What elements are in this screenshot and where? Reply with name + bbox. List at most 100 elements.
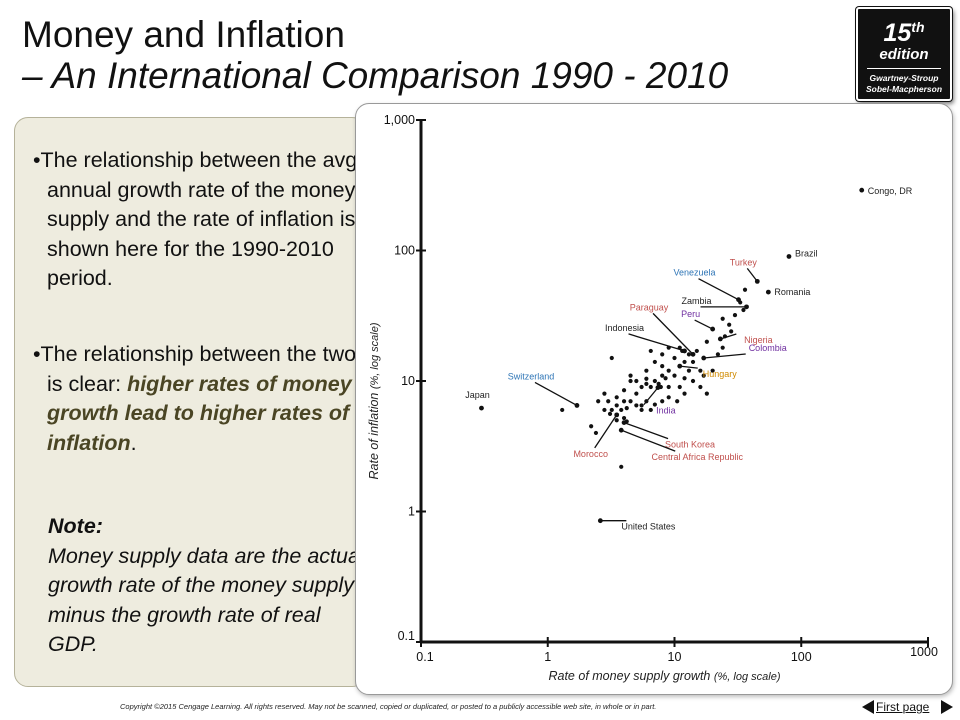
data-point	[644, 381, 649, 387]
data-point	[663, 376, 668, 381]
point-label: Japan	[465, 390, 490, 400]
data-point	[652, 359, 657, 365]
data-point	[652, 402, 657, 407]
data-point	[602, 391, 607, 396]
data-point	[660, 352, 665, 357]
data-point	[614, 403, 619, 408]
data-point	[596, 399, 601, 404]
data-point	[686, 368, 692, 373]
bullet-1-text: The relationship between the avg. annual…	[40, 148, 364, 290]
point-label: India	[656, 406, 676, 416]
data-point-labeled	[754, 278, 760, 284]
data-point	[621, 399, 627, 404]
data-point	[732, 312, 738, 318]
text-panel: •The relationship between the avg. annua…	[14, 117, 366, 687]
bullet-2-text: The relationship between the two is clea…	[40, 342, 357, 396]
data-point	[644, 368, 649, 373]
badge-author-2: Sobel-Macpherson	[865, 84, 943, 94]
note-text: Money supply data are the actual growth …	[48, 543, 365, 657]
leader-line	[703, 353, 746, 359]
scatter-chart: 0.1 1 10 100 1,000 0.1 1 10 100 1000 Rate of money…	[367, 113, 938, 683]
data-point	[628, 378, 633, 384]
badge-divider	[867, 68, 941, 69]
point-label: Turkey	[730, 257, 758, 267]
data-point-labeled	[479, 405, 484, 411]
point-label: Morocco	[573, 449, 608, 459]
data-point	[628, 373, 633, 378]
data-point	[639, 407, 644, 413]
point-label: Colombia	[749, 343, 787, 353]
data-point	[660, 364, 665, 369]
data-point	[666, 384, 671, 390]
bullet-1: •The relationship between the avg. annua…	[33, 148, 364, 290]
data-point	[634, 391, 639, 396]
data-point	[589, 424, 594, 429]
data-point	[639, 384, 644, 390]
edition-badge: 15th edition Gwartney-Stroup Sobel-Macph…	[856, 7, 952, 101]
data-point	[672, 355, 677, 361]
badge-author-1: Gwartney-Stroup	[869, 73, 939, 83]
leader-line	[720, 333, 737, 340]
y-tick-label: 0.1	[398, 629, 415, 643]
data-point	[634, 403, 639, 408]
note-label: Note:	[48, 514, 103, 538]
data-point	[639, 403, 644, 408]
point-label: Hungary	[703, 369, 738, 379]
point-label: South Korea	[665, 440, 715, 450]
data-point	[593, 430, 599, 436]
y-tick-label: 100	[394, 244, 415, 258]
leader-line	[621, 429, 676, 452]
data-point-labeled	[710, 326, 716, 332]
title-line-1: Money and Inflation	[22, 14, 345, 55]
y-tick-label: 1	[408, 505, 415, 519]
data-point	[720, 345, 725, 350]
data-point-labeled	[744, 304, 749, 310]
data-point	[619, 407, 624, 413]
point-label: Congo, DR	[868, 186, 913, 196]
previous-arrow-icon[interactable]	[862, 700, 874, 714]
leader-line	[694, 319, 713, 330]
next-arrow-icon[interactable]	[941, 700, 953, 714]
point-label: Zambia	[682, 296, 712, 306]
data-point-labeled	[621, 420, 627, 425]
bullet-2: •The relationship between the two is cle…	[33, 342, 357, 455]
point-label: Switzerland	[508, 371, 555, 381]
data-point	[677, 384, 682, 390]
data-point	[710, 368, 715, 373]
data-point	[634, 378, 639, 384]
first-page-link[interactable]: First page	[876, 700, 930, 714]
data-point-labeled	[786, 254, 792, 259]
point-label: Venezuela	[674, 268, 716, 278]
data-point	[682, 359, 687, 365]
x-tick-label: 10	[668, 650, 682, 664]
data-point	[698, 368, 703, 373]
data-point	[614, 395, 619, 400]
leader-line	[628, 333, 685, 352]
point-label: Romania	[774, 287, 810, 297]
data-point	[690, 378, 696, 384]
leader-line	[534, 381, 578, 406]
data-point	[656, 381, 661, 387]
data-point	[621, 388, 627, 393]
y-tick-label: 10	[401, 374, 415, 388]
leader-line	[652, 312, 694, 355]
x-tick-label: 1	[544, 650, 551, 664]
leader-line	[698, 278, 739, 301]
data-point	[675, 399, 680, 404]
data-point	[660, 373, 665, 378]
data-point	[609, 407, 614, 413]
note: Note: Money supply data are the actual g…	[48, 512, 366, 660]
edition-number: 15th	[883, 19, 925, 47]
x-tick-label: 0.1	[416, 650, 433, 664]
data-point	[652, 378, 657, 384]
data-point	[666, 368, 671, 373]
data-point	[698, 384, 703, 390]
copyright-notice: Copyright ©2015 Cengage Learning. All ri…	[120, 702, 657, 711]
data-point	[648, 384, 653, 390]
data-point	[614, 418, 619, 423]
point-label: United States	[621, 522, 676, 532]
point-label: Central Africa Republic	[651, 452, 743, 462]
data-point-labeled	[682, 348, 687, 354]
data-point	[701, 373, 706, 378]
leader-line	[679, 365, 698, 369]
